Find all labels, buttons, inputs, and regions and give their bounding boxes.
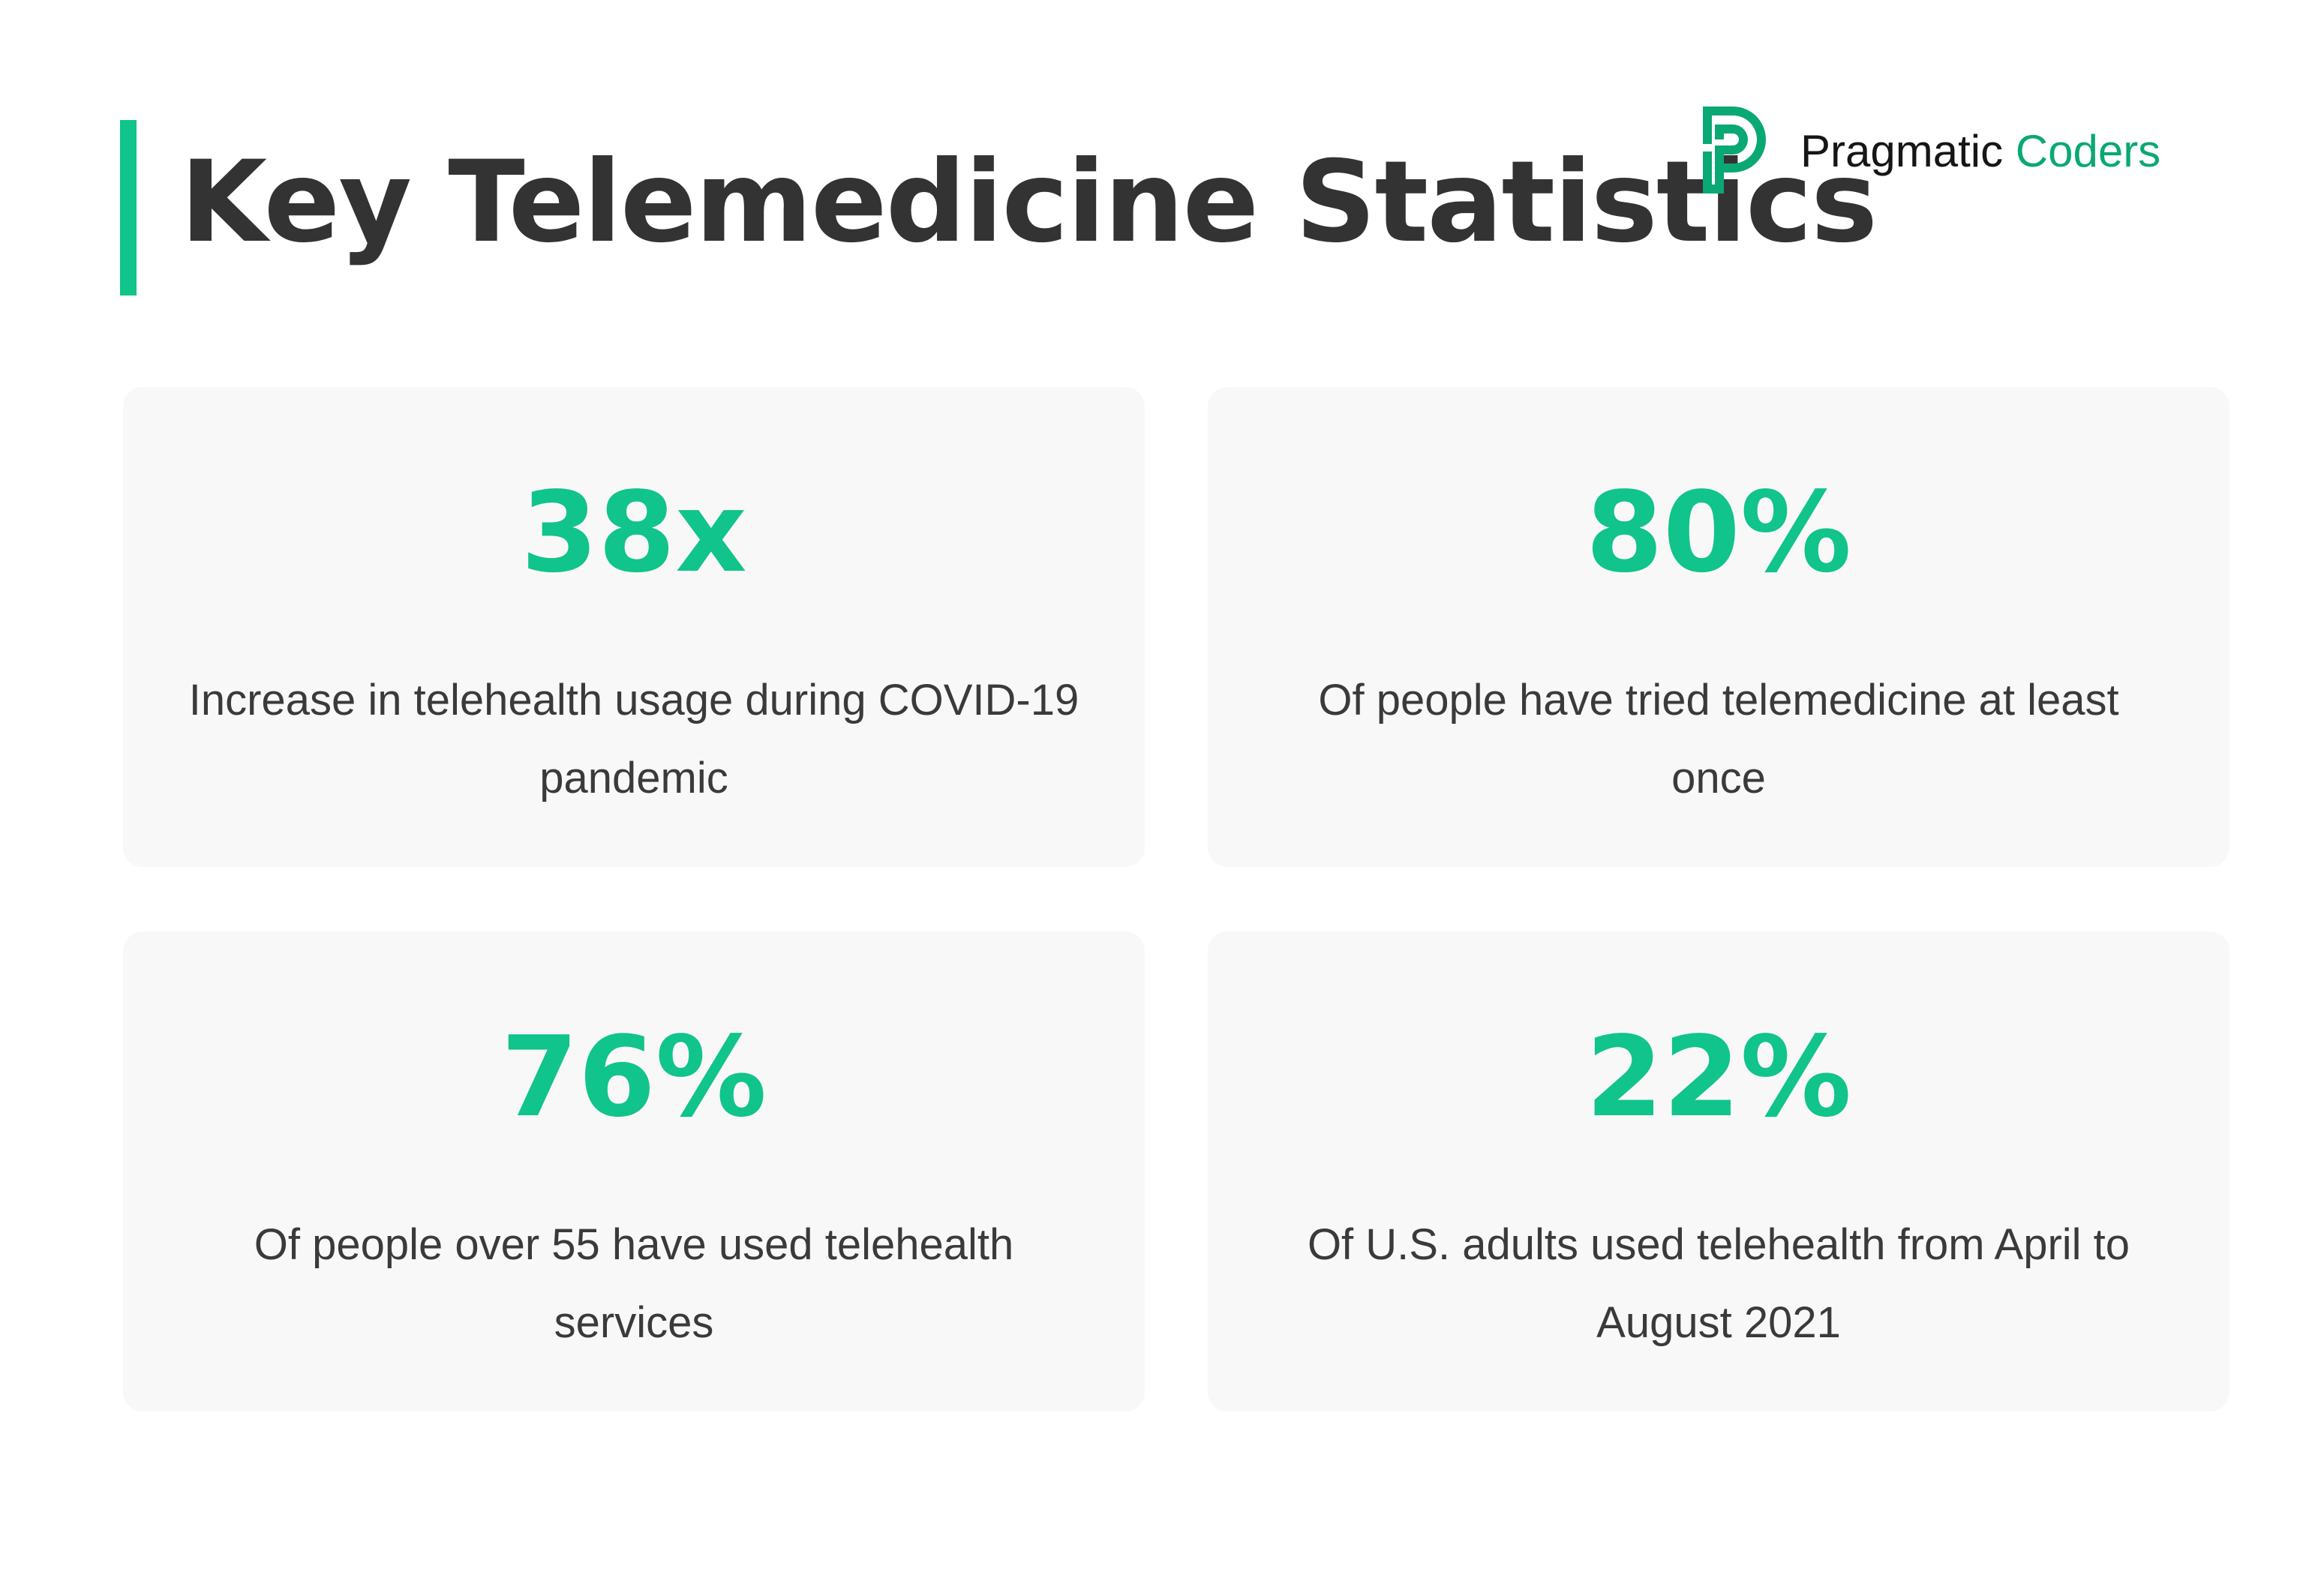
stat-value: 80%	[1585, 468, 1852, 597]
stat-card: 38x Increase in telehealth usage during …	[123, 387, 1145, 867]
stat-value: 22%	[1585, 1012, 1852, 1142]
stat-value: 38x	[521, 468, 747, 597]
stat-card: 22% Of U.S. adults used telehealth from …	[1208, 932, 2229, 1412]
title-accent-bar	[120, 120, 137, 296]
stat-description: Of people have tried telemedicine at lea…	[1318, 676, 2119, 802]
logo-wordmark: Pragmatic Coders	[1800, 125, 2160, 177]
stat-card: 80% Of people have tried telemedicine at…	[1208, 387, 2229, 867]
logo-text-coders: Coders	[2015, 125, 2161, 176]
brand-logo: Pragmatic Coders	[1700, 104, 2160, 198]
stat-description: Of people over 55 have used telehealth s…	[254, 1220, 1014, 1347]
logo-text-pragmatic: Pragmatic	[1800, 125, 2004, 176]
stat-description: Of U.S. adults used telehealth from Apri…	[1307, 1220, 2130, 1347]
page-title: Key Telemedicine Statistics	[180, 137, 1878, 268]
stat-value: 76%	[500, 1012, 767, 1142]
stat-description: Increase in telehealth usage during COVI…	[188, 676, 1079, 802]
pragmatic-coders-logo-icon	[1703, 106, 1766, 194]
stat-card: 76% Of people over 55 have used teleheal…	[123, 932, 1145, 1412]
